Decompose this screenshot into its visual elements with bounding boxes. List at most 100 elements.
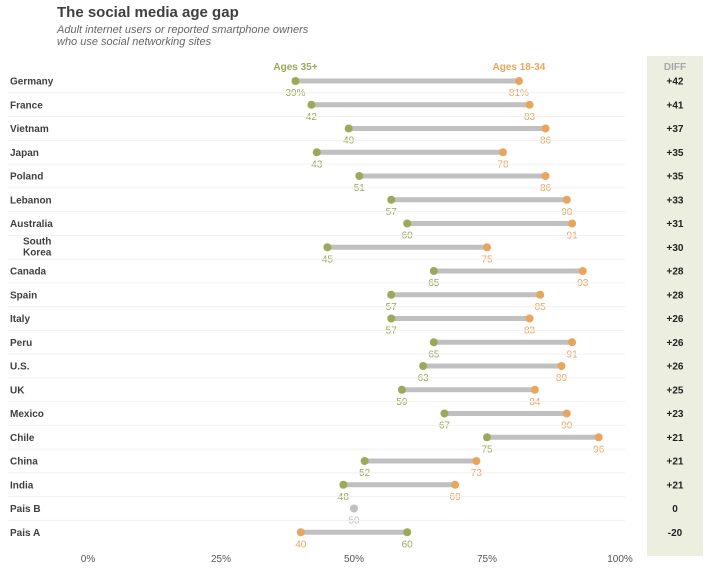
value-label-younger: 91 [567,231,579,242]
dot-younger [568,338,577,347]
dot-younger [296,528,305,537]
value-label-older: 48 [338,492,350,503]
value-label-older: 51 [354,183,366,194]
diff-value: +26 [667,314,684,325]
value-label-younger: 93 [577,278,589,289]
value-label-older: 43 [311,159,323,170]
dot-younger [498,148,507,157]
dot-younger [578,267,587,275]
country-label: Peru [10,338,32,349]
value-label-older: 49 [343,136,355,147]
country-label: South Korea [23,236,52,258]
legend-older: Ages 35+ [273,62,317,73]
dot-younger [514,77,523,85]
diff-value: +21 [667,457,684,468]
value-label-younger: 90 [561,421,573,432]
value-label-older: 65 [428,349,440,360]
value-label-older: 65 [428,278,440,289]
dot-younger [483,243,491,252]
country-label: Germany [10,77,54,88]
dot-older [387,195,396,204]
diff-value: +21 [667,480,684,491]
country-label: Poland [10,172,43,183]
dot-older [429,338,438,347]
dot-younger [451,480,460,489]
value-label-older: 57 [386,207,398,218]
diff-value: +31 [667,219,684,230]
value-label-younger: 89 [556,373,568,384]
country-label: UK [10,385,25,396]
diff-value: +28 [667,267,684,278]
dot-older [483,433,491,442]
dot-younger [525,314,534,323]
diff-value: -20 [668,528,683,539]
country-label: Japan [10,148,39,159]
dot-younger [541,172,550,180]
dot-older [397,385,406,394]
country-label: Vietnam [10,124,49,135]
diff-header: DIFF [664,62,686,73]
country-label: U.S. [10,362,30,373]
value-label-older: 59 [396,397,408,408]
dot-younger [568,219,577,228]
value-label-younger: 90 [561,207,573,218]
value-label-younger: 81% [509,88,529,99]
chart-subtitle: Adult internet users or reported smartph… [57,24,309,48]
value-label-older: 45 [322,254,334,265]
diff-value: +23 [667,409,684,420]
value-label-younger: 69 [450,492,462,503]
diff-value: +35 [667,172,684,183]
value-label-older: 60 [402,539,414,550]
diff-value: +33 [667,195,684,206]
dot-older [403,528,412,537]
country-label: India [10,480,34,491]
value-label-older: 57 [386,326,398,337]
country-label: China [10,457,38,468]
value-label-older: 42 [306,112,318,123]
dot-younger [525,100,534,109]
value-label-younger: 91 [567,349,579,360]
x-tick-label: 75% [477,554,497,565]
diff-value: +30 [667,243,684,254]
dot-older [291,77,300,85]
dot-older [323,243,332,252]
country-label: Australia [10,219,53,230]
dot-younger [541,124,550,133]
country-label: Lebanon [10,195,52,206]
dot-older [440,409,449,418]
dot-younger [530,385,539,394]
value-label-older: 75 [481,444,493,455]
diff-value: +41 [667,100,684,111]
chart-title: The social media age gap [57,4,239,21]
value-label-younger: 96 [593,444,605,455]
value-label-older: 39% [285,88,305,99]
dot-older [344,124,353,133]
dot-older [350,504,358,513]
dot-older [387,314,396,323]
dot-younger [472,457,481,465]
dot-older [387,290,396,299]
legend-younger: Ages 18-34 [493,62,546,73]
diff-value: +26 [667,362,684,373]
country-label: Pais B [10,504,41,515]
value-label-older: 57 [386,302,398,313]
x-tick-label: 50% [344,554,364,565]
diff-value: +26 [667,338,684,349]
country-label: Pais A [10,528,40,539]
value-label-older: 63 [418,373,430,384]
value-label-younger: 86 [540,183,552,194]
value-label-older: 60 [402,231,414,242]
dot-younger [594,433,603,442]
x-tick-label: 100% [607,554,633,565]
dot-younger [557,362,566,370]
value-label-older: 52 [359,468,371,479]
dot-younger [536,290,545,299]
country-label: Chile [10,433,35,444]
value-label-younger: 84 [529,397,541,408]
diff-value: +42 [667,77,684,88]
value-label-younger: 83 [524,326,536,337]
dot-younger [562,409,571,418]
value-label-younger: 85 [535,302,547,313]
country-label: Spain [10,290,37,301]
